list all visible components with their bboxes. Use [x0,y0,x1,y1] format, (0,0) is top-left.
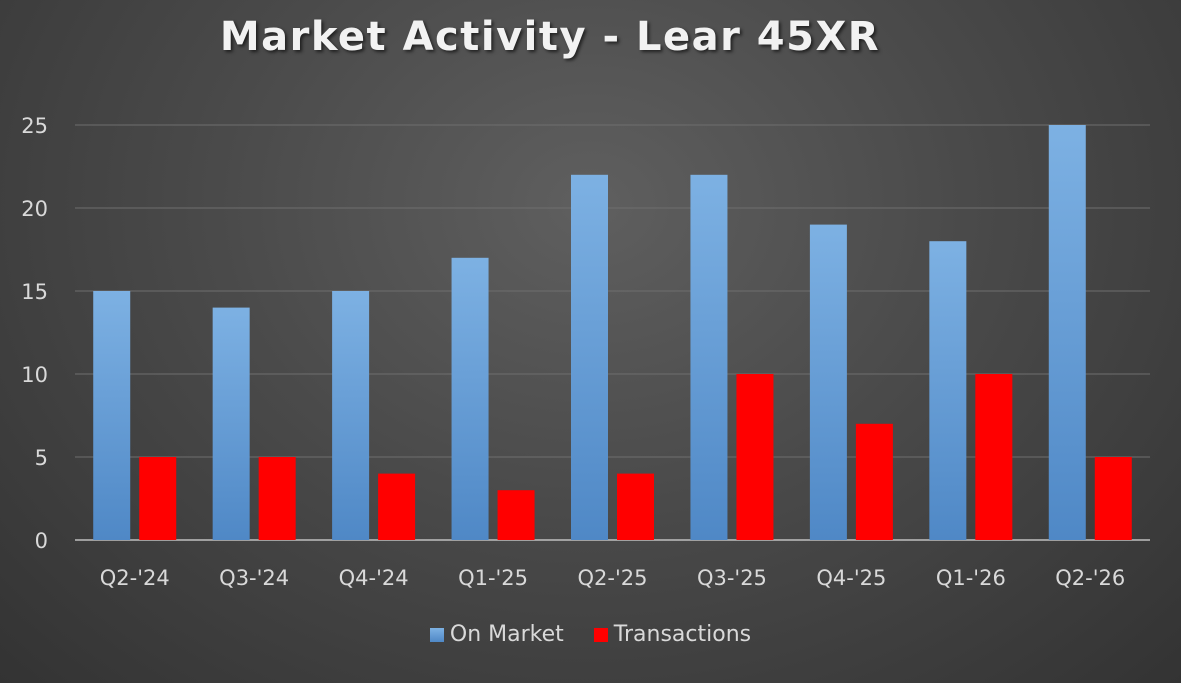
x-tick-label: Q2-'26 [1055,566,1125,590]
bars [93,125,1132,541]
y-tick-label: 5 [35,446,48,470]
legend-item-transactions[interactable]: Transactions [593,622,752,647]
legend-item-on-market[interactable]: On Market [429,622,564,647]
bar-on-market [93,291,131,540]
bar-transactions [378,473,416,540]
bar-transactions [855,423,893,540]
legend-label-transactions: Transactions [613,622,752,647]
bar-on-market [451,257,489,540]
bar-on-market [1048,125,1086,540]
bar-on-market [929,241,967,540]
legend: On Market Transactions [0,622,1181,647]
y-tick-label: 20 [21,197,48,221]
x-tick-label: Q4-'25 [816,566,886,590]
bar-transactions [736,374,774,540]
y-axis: 0 5 10 15 20 25 [21,114,48,553]
bar-on-market [332,291,370,540]
x-tick-label: Q3-'25 [697,566,767,590]
legend-swatch-on-market [429,627,444,642]
x-tick-label: Q2-'25 [578,566,648,590]
y-tick-label: 15 [21,280,48,304]
bar-transactions [139,457,177,540]
x-tick-label: Q3-'24 [219,566,289,590]
gridlines [75,124,1150,541]
bar-on-market [809,224,847,540]
legend-swatch-transactions [593,627,608,642]
x-tick-label: Q1-'26 [936,566,1006,590]
bar-on-market [571,174,608,541]
y-tick-label: 25 [21,114,48,138]
y-tick-label: 0 [35,529,48,553]
y-tick-label: 10 [21,363,48,387]
x-tick-label: Q1-'25 [458,566,528,590]
bar-on-market [212,307,250,540]
bar-transactions [497,490,535,540]
bar-transactions [975,374,1013,540]
bar-transactions [1094,457,1132,540]
x-tick-label: Q2-'24 [100,566,170,590]
chart-title: Market Activity - Lear 45XR [219,14,881,60]
bar-transactions [258,457,296,540]
bar-on-market [690,174,728,541]
x-axis: Q2-'24 Q3-'24 Q4-'24 Q1-'25 Q2-'25 Q3-'25 Q4-'… [100,566,1126,590]
x-tick-label: Q4-'24 [339,566,409,590]
bar-transactions [617,473,654,540]
legend-label-on-market: On Market [449,622,564,647]
